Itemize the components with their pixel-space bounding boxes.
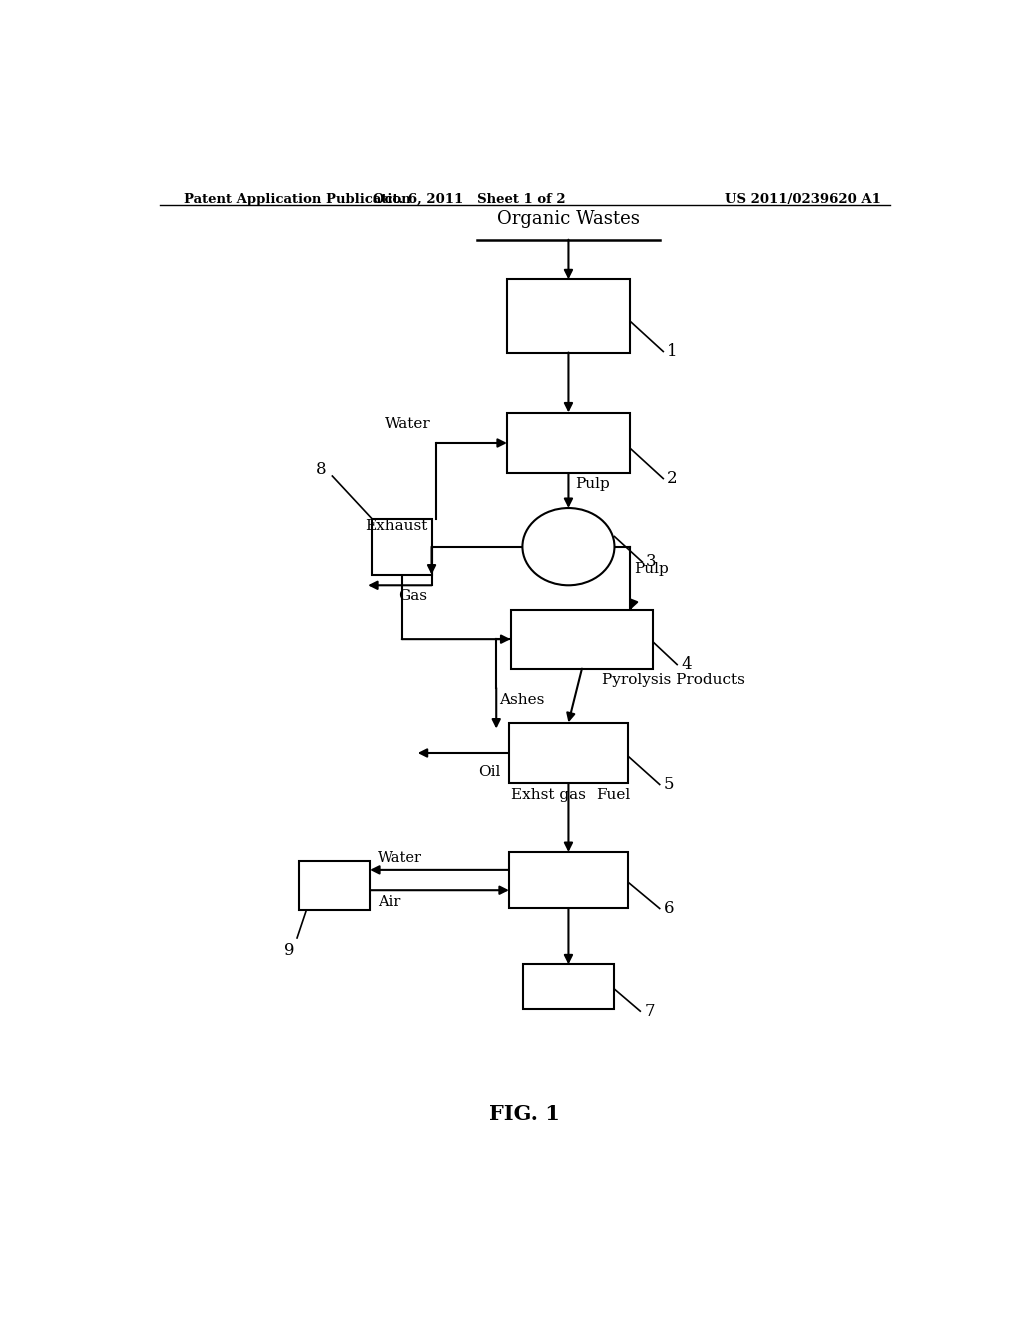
Text: Water: Water xyxy=(385,417,430,430)
Bar xyxy=(372,519,431,574)
Text: 6: 6 xyxy=(664,900,674,917)
Text: 8: 8 xyxy=(315,462,326,478)
Ellipse shape xyxy=(522,508,614,585)
Bar xyxy=(507,280,630,352)
Text: Pulp: Pulp xyxy=(574,477,609,491)
Text: Pulp: Pulp xyxy=(634,562,669,576)
Text: 5: 5 xyxy=(664,776,674,793)
Text: 1: 1 xyxy=(668,343,678,360)
Text: FIG. 1: FIG. 1 xyxy=(489,1104,560,1123)
Text: Air: Air xyxy=(378,895,400,909)
Text: Patent Application Publication: Patent Application Publication xyxy=(183,193,411,206)
Text: Pyrolysis Products: Pyrolysis Products xyxy=(602,673,744,686)
Text: Water: Water xyxy=(378,851,422,865)
Text: Ashes: Ashes xyxy=(500,693,545,708)
Bar xyxy=(509,853,628,908)
Bar xyxy=(507,413,630,474)
Bar xyxy=(523,965,614,1008)
Text: 7: 7 xyxy=(644,1003,655,1019)
Text: 2: 2 xyxy=(668,470,678,487)
Text: Exhaust: Exhaust xyxy=(366,520,428,533)
Text: 4: 4 xyxy=(681,656,692,673)
Text: Exhst gas: Exhst gas xyxy=(511,788,586,801)
Text: Organic Wastes: Organic Wastes xyxy=(497,210,640,227)
Text: Gas: Gas xyxy=(398,589,428,603)
Bar xyxy=(509,722,628,784)
Text: Fuel: Fuel xyxy=(596,788,631,801)
Text: Oil: Oil xyxy=(478,766,501,779)
Text: US 2011/0239620 A1: US 2011/0239620 A1 xyxy=(725,193,881,206)
Bar xyxy=(511,610,653,669)
Text: 3: 3 xyxy=(646,553,656,570)
Text: Oct. 6, 2011   Sheet 1 of 2: Oct. 6, 2011 Sheet 1 of 2 xyxy=(373,193,565,206)
Text: 9: 9 xyxy=(284,942,295,960)
Bar xyxy=(299,861,370,909)
